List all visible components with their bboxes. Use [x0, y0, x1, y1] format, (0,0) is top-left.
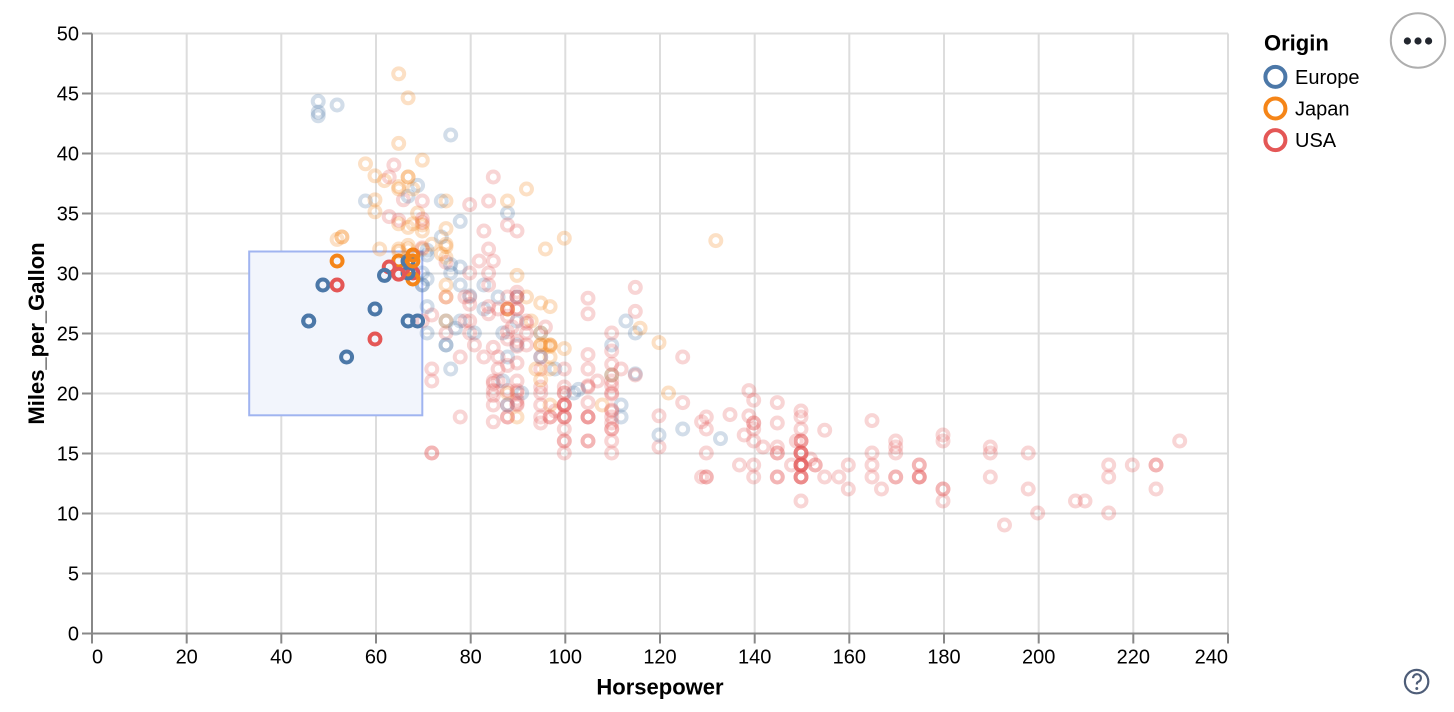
svg-text:100: 100: [549, 647, 582, 669]
svg-text:40: 40: [270, 647, 292, 669]
svg-text:Horsepower: Horsepower: [596, 675, 724, 700]
svg-text:20: 20: [176, 647, 198, 669]
svg-text:140: 140: [738, 647, 771, 669]
svg-text:45: 45: [57, 84, 79, 106]
svg-text:200: 200: [1022, 647, 1055, 669]
svg-text:Miles_per_Gallon: Miles_per_Gallon: [24, 242, 49, 424]
svg-text:5: 5: [68, 564, 79, 586]
svg-text:10: 10: [57, 504, 79, 526]
svg-text:30: 30: [57, 264, 79, 286]
svg-text:Japan: Japan: [1295, 99, 1350, 121]
svg-text:0: 0: [68, 624, 79, 646]
svg-text:120: 120: [643, 647, 676, 669]
svg-text:180: 180: [927, 647, 960, 669]
svg-text:Europe: Europe: [1295, 67, 1360, 89]
svg-text:Origin: Origin: [1264, 31, 1329, 56]
svg-text:40: 40: [57, 144, 79, 166]
svg-text:160: 160: [833, 647, 866, 669]
svg-text:20: 20: [57, 384, 79, 406]
svg-text:25: 25: [57, 324, 79, 346]
svg-text:35: 35: [57, 204, 79, 226]
svg-text:240: 240: [1195, 647, 1228, 669]
svg-text:220: 220: [1117, 647, 1150, 669]
svg-text:0: 0: [92, 647, 103, 669]
svg-text:60: 60: [365, 647, 387, 669]
svg-text:80: 80: [460, 647, 482, 669]
svg-text:15: 15: [57, 444, 79, 466]
svg-text:USA: USA: [1295, 130, 1337, 152]
svg-text:50: 50: [57, 24, 79, 46]
